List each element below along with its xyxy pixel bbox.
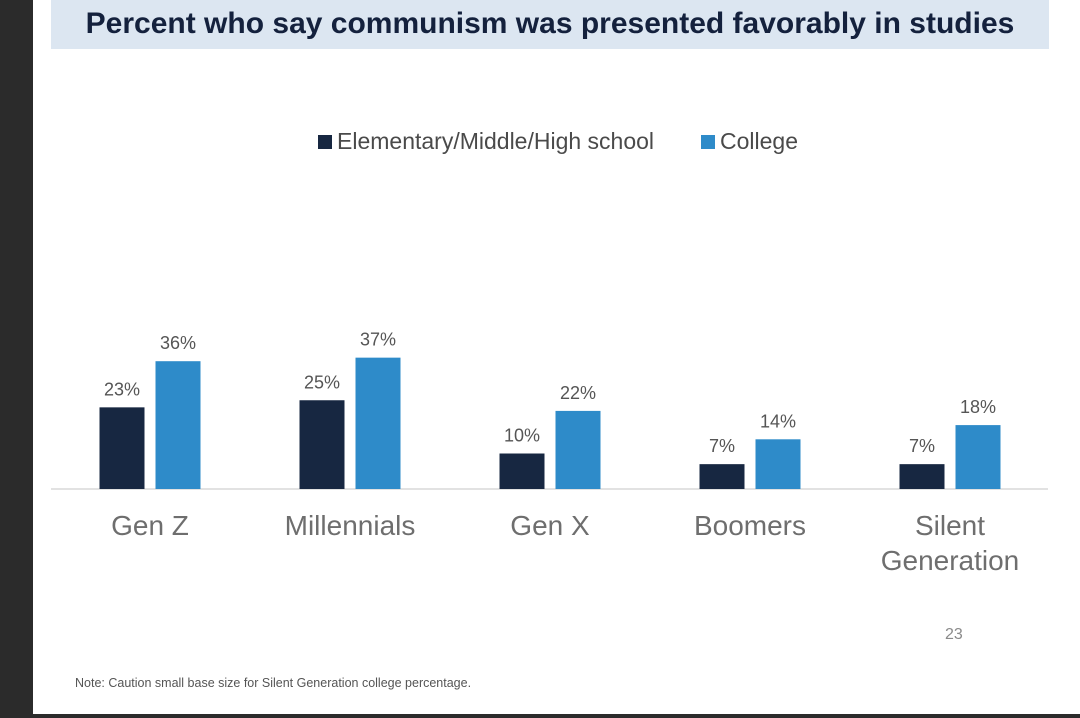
legend-label-college: College: [720, 128, 798, 154]
data-label-college-2: 22%: [560, 383, 596, 403]
bar-college-2: [555, 410, 601, 489]
category-label-1: Millennials: [285, 510, 416, 541]
bar-school-1: [299, 400, 345, 489]
bar-school-2: [499, 453, 545, 489]
bar-college-1: [355, 357, 401, 489]
bar-school-4: [899, 464, 945, 489]
bar-chart: 23% 36% Gen Z 25% 37% Millennials 10% 22% Gen X 7…: [51, 330, 1048, 576]
bar-college-4: [955, 425, 1001, 489]
bar-college-3: [755, 439, 801, 489]
data-label-college-4: 18%: [960, 397, 996, 417]
chart-title: Percent who say communism was presented …: [85, 7, 1015, 40]
slide: Percent who say communism was presented …: [33, 0, 1080, 714]
data-label-college-1: 37%: [360, 330, 396, 350]
data-label-school-4: 7%: [909, 436, 935, 456]
category-label-4-line0: Silent: [915, 510, 985, 541]
page-number: 23: [945, 626, 963, 643]
data-label-college-0: 36%: [160, 333, 196, 353]
bar-school-3: [699, 464, 745, 489]
data-label-school-3: 7%: [709, 436, 735, 456]
legend-swatch-college: [701, 134, 715, 149]
bar-college-0: [155, 361, 201, 489]
data-label-college-3: 14%: [760, 411, 796, 431]
legend-item-college: College: [701, 128, 798, 155]
legend-item-school: Elementary/Middle/High school: [318, 128, 654, 155]
category-label-4-line1: Generation: [881, 545, 1020, 576]
footnote: Note: Caution small base size for Silent…: [75, 676, 472, 690]
title-bar: Percent who say communism was presented …: [51, 0, 1049, 49]
category-label-0: Gen Z: [111, 510, 189, 541]
data-label-school-1: 25%: [304, 372, 340, 392]
bar-school-0: [99, 407, 145, 489]
category-label-3: Boomers: [694, 510, 806, 541]
category-label-2: Gen X: [510, 510, 590, 541]
legend-label-school: Elementary/Middle/High school: [337, 128, 655, 154]
legend-swatch-school: [318, 134, 332, 149]
data-label-school-0: 23%: [104, 379, 140, 399]
data-label-school-2: 10%: [504, 426, 540, 446]
